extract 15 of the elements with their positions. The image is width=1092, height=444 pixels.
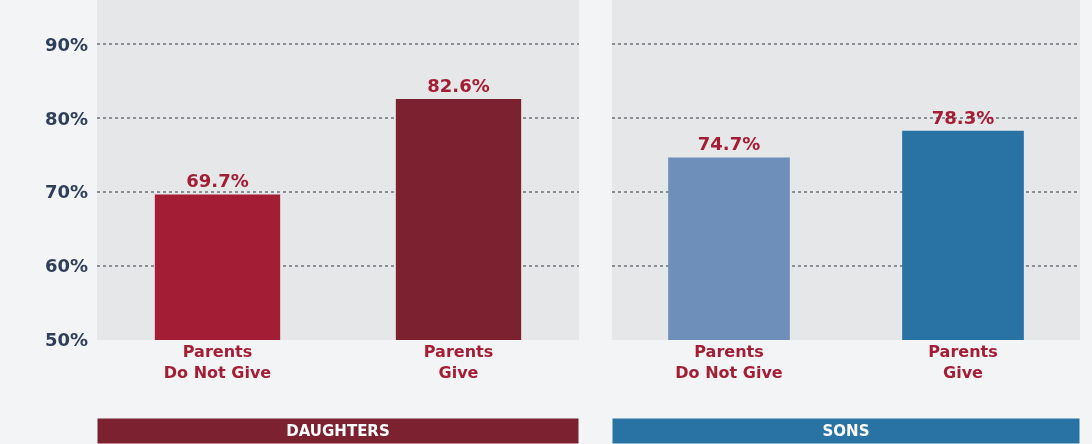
x-axis-title: SONS	[822, 422, 870, 440]
x-tick-label: Parents Do Not Give	[163, 342, 272, 382]
y-tick-label: 90%	[44, 33, 88, 55]
y-tick-label: 80%	[44, 107, 88, 129]
x-tick-label: Parents Do Not Give	[675, 342, 783, 382]
y-tick-label: 50%	[44, 329, 88, 351]
y-tick-label: 60%	[44, 255, 88, 277]
data-label: 69.7%	[186, 170, 249, 192]
x-axis-title: DAUGHTERS	[286, 422, 390, 440]
data-label: 74.7%	[697, 133, 761, 155]
y-tick-label: 70%	[44, 181, 88, 203]
x-tick-label: Parents Give	[928, 342, 998, 382]
data-label: 82.6%	[427, 75, 490, 97]
data-label: 78.3%	[931, 106, 995, 128]
x-tick-label: Parents Give	[423, 342, 494, 382]
